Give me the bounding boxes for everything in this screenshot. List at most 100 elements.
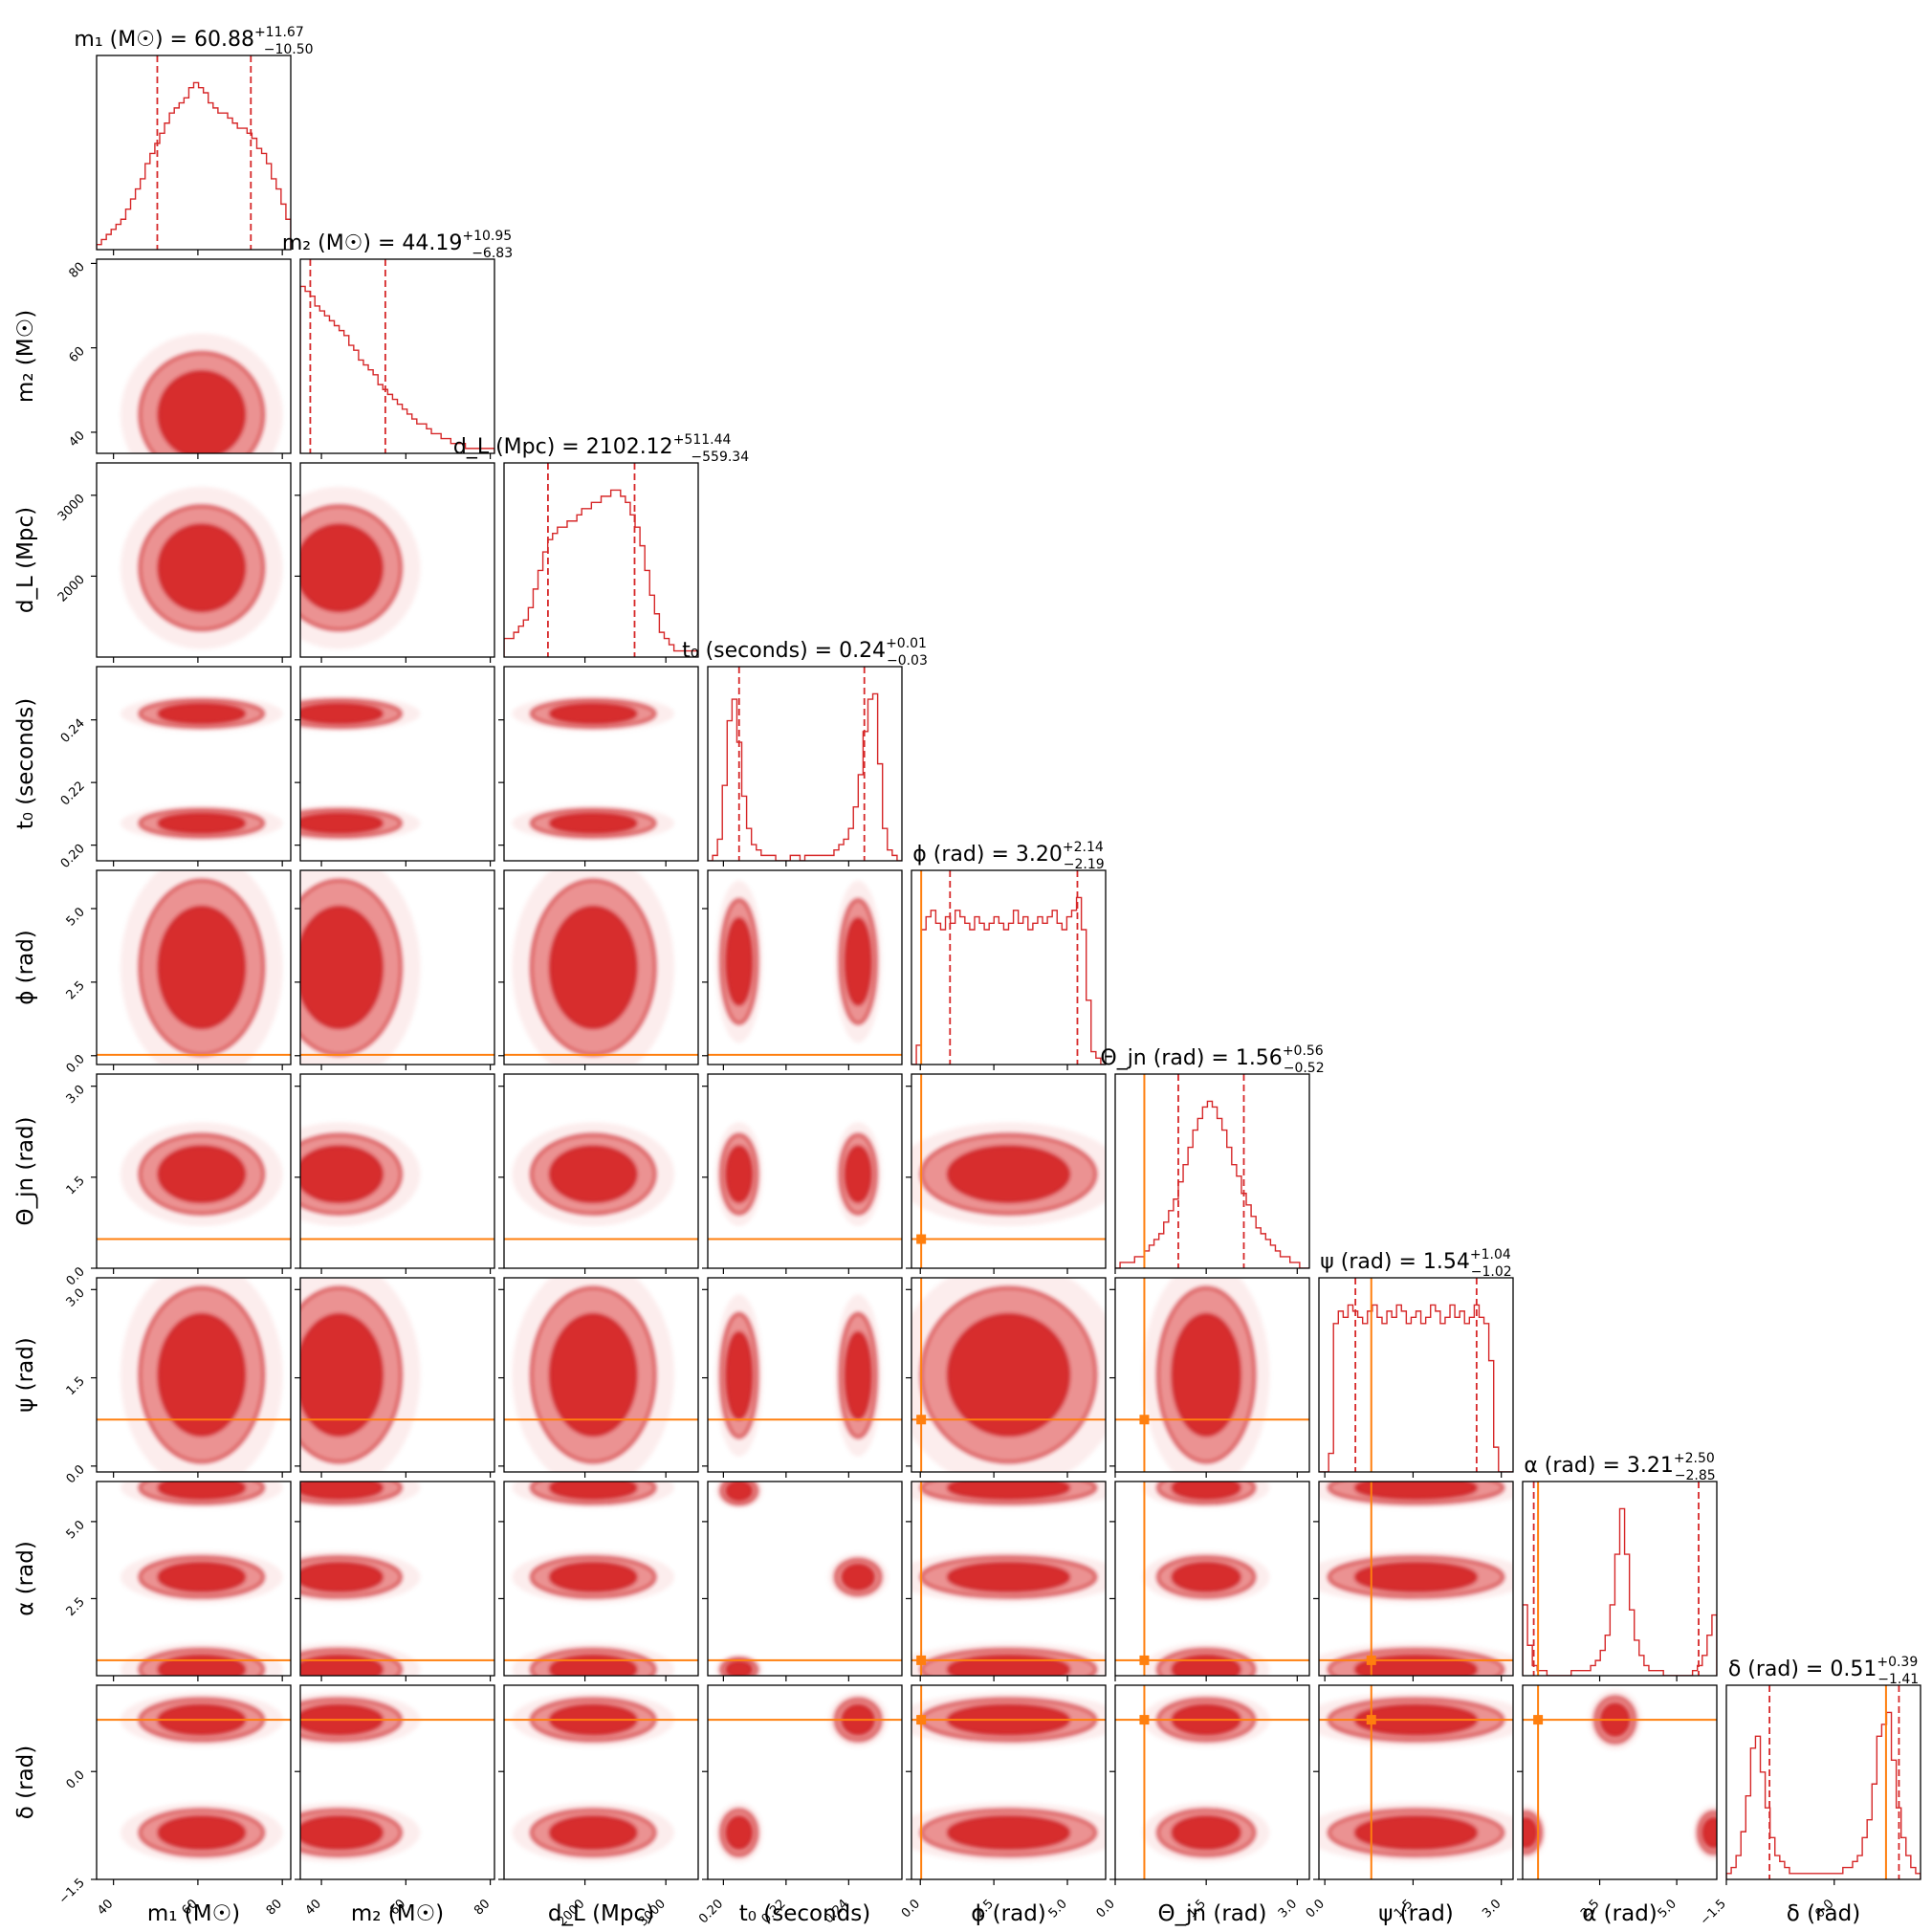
contour xyxy=(300,524,384,612)
contour xyxy=(1172,1562,1241,1592)
title-plus-theta: +0.56 xyxy=(1283,1043,1324,1059)
title-phi: ϕ (rad) = 3.20+2.14 −2.19 xyxy=(912,840,1104,872)
density-level-2 xyxy=(158,1313,246,1437)
title-t0: t₀ (seconds) = 0.24+0.01 −0.03 xyxy=(682,636,928,669)
panel-frame xyxy=(299,462,495,658)
density-level-2 xyxy=(158,703,246,834)
title-plus-m1: +11.67 xyxy=(254,25,304,40)
contour xyxy=(947,1562,1070,1592)
y-tick-label-delta: −1.5 xyxy=(56,1876,88,1907)
histogram-m2 xyxy=(300,285,494,453)
title-alpha: α (rad) = 3.21+2.50 −2.85 xyxy=(1524,1451,1715,1483)
panel-frame xyxy=(707,1481,903,1677)
density-level-2 xyxy=(725,1482,875,1676)
contour xyxy=(158,812,246,834)
panel-frame xyxy=(911,1684,1107,1880)
panel-phi-psi xyxy=(906,1277,1107,1478)
contour xyxy=(549,1482,637,1500)
panel-frame xyxy=(911,1277,1107,1473)
panel-frame xyxy=(503,1073,699,1269)
contour xyxy=(1354,1815,1478,1850)
density-level-2 xyxy=(549,1313,637,1437)
x-tick-label-m2: 80 xyxy=(472,1897,493,1918)
panel-theta-delta: 0.0 1.5 3.0 xyxy=(1094,1684,1310,1921)
y-tick-label-dL: 3000 xyxy=(55,492,88,524)
contour xyxy=(725,1482,753,1502)
y-tick-label-theta: 3.0 xyxy=(64,1083,88,1107)
hist-panel-t0 xyxy=(707,666,903,867)
panel-frame xyxy=(299,1277,495,1473)
contour xyxy=(725,1815,753,1850)
panel-theta-alpha xyxy=(1109,1481,1310,1681)
density-level-2 xyxy=(300,1313,384,1437)
panel-dL-phi xyxy=(498,869,699,1070)
contour xyxy=(1354,1482,1478,1500)
panel-frame xyxy=(1318,1277,1514,1473)
title-plus-alpha: +2.50 xyxy=(1674,1451,1715,1466)
density-level-2 xyxy=(300,1482,384,1676)
contour xyxy=(300,1562,384,1592)
panel-m1-delta: 40 60 80−1.50.0 xyxy=(56,1684,292,1919)
x-axis-label-t0: t₀ (seconds) xyxy=(739,1901,871,1926)
density-level-2 xyxy=(1523,1702,1717,1849)
y-axis-label-phi: ϕ (rad) xyxy=(13,930,38,1005)
y-tick-label-delta: 0.0 xyxy=(64,1767,88,1791)
density-level-2 xyxy=(300,703,384,834)
x-tick-label-theta: 3.0 xyxy=(1276,1897,1300,1921)
title-plus-delta: +0.39 xyxy=(1877,1655,1918,1670)
panel-frame xyxy=(96,666,292,862)
contour xyxy=(549,1815,637,1850)
histogram-psi xyxy=(1319,1304,1513,1472)
injection-marker xyxy=(916,1715,927,1725)
contour xyxy=(300,1146,384,1203)
panel-m2-psi xyxy=(295,1277,495,1478)
panel-frame xyxy=(1725,1684,1921,1880)
density-level-2 xyxy=(158,1704,246,1850)
panel-frame xyxy=(1318,1481,1514,1677)
histogram-phi xyxy=(911,896,1106,1065)
panel-frame xyxy=(96,869,292,1065)
panel-frame xyxy=(96,1277,292,1473)
contour xyxy=(725,1331,753,1419)
x-axis-label-dL: d_L (Mpc) xyxy=(548,1901,654,1926)
panel-frame xyxy=(503,462,699,658)
density-level-2 xyxy=(158,1146,246,1203)
contour xyxy=(300,1815,384,1850)
panel-t0-delta: 0.20 0.22 0.24 xyxy=(696,1684,903,1926)
y-tick-label-theta: 1.5 xyxy=(64,1174,88,1197)
hist-panel-psi xyxy=(1318,1277,1514,1478)
injection-marker xyxy=(1366,1715,1376,1725)
contour xyxy=(845,1331,872,1419)
density-level-2 xyxy=(1172,1313,1241,1437)
contour xyxy=(549,1562,637,1592)
contour xyxy=(1701,1817,1717,1849)
contour xyxy=(158,1562,246,1592)
x-tick-label-alpha: 5.0 xyxy=(1656,1897,1680,1921)
panel-m1-m2: 40 60 80 xyxy=(67,258,292,459)
contour xyxy=(158,1146,246,1203)
panel-frame xyxy=(707,666,903,862)
y-tick-label-alpha: 5.0 xyxy=(64,1518,88,1542)
x-axis-label-m1: m₁ (M☉) xyxy=(147,1901,240,1926)
density-level-2 xyxy=(158,524,246,612)
injection-marker xyxy=(1366,1655,1376,1665)
panel-dL-psi xyxy=(498,1277,699,1478)
title-delta: δ (rad) = 0.51+0.39 −1.41 xyxy=(1728,1655,1919,1687)
panel-m2-dL xyxy=(295,462,495,663)
density-level-2 xyxy=(947,1313,1070,1437)
histogram-dL xyxy=(504,489,698,657)
injection-marker xyxy=(916,1234,927,1244)
histogram-alpha xyxy=(1523,1507,1717,1676)
panel-m1-theta: 0.0 1.5 3.0 xyxy=(64,1073,292,1288)
panel-frame xyxy=(1114,1277,1310,1473)
panel-frame xyxy=(707,1684,903,1880)
panel-frame xyxy=(707,869,903,1065)
panel-frame xyxy=(299,1073,495,1269)
title-psi: ψ (rad) = 1.54+1.04 −1.02 xyxy=(1320,1247,1511,1280)
y-tick-label-phi: 2.5 xyxy=(64,978,88,1002)
contour xyxy=(725,1146,753,1203)
panel-m1-alpha: 2.5 5.0 xyxy=(64,1481,292,1681)
contour xyxy=(947,1482,1070,1500)
injection-marker xyxy=(1533,1715,1544,1725)
title-minus-m1: −10.50 xyxy=(264,42,314,57)
